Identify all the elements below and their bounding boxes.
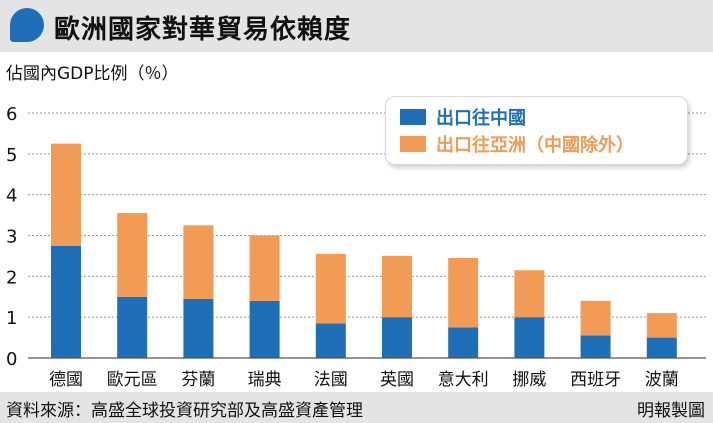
bar-segment	[514, 270, 545, 318]
x-tick-label: 芬蘭	[181, 370, 215, 390]
bar-segment	[646, 337, 677, 358]
bar-segment	[448, 327, 479, 358]
bar-segment	[382, 255, 412, 318]
speech-bubble-icon	[10, 8, 44, 42]
bar-segment	[249, 300, 280, 358]
y-tick-label: 6	[6, 104, 17, 125]
legend-swatch-asia	[400, 136, 426, 152]
x-tick-label: 瑞典	[248, 370, 282, 390]
source-note: 資料來源：高盛全球投資研究部及高盛資產管理	[6, 401, 363, 421]
bar-segment	[51, 143, 81, 246]
x-tick-label: 挪威	[512, 370, 546, 390]
y-tick-label: 0	[6, 349, 17, 370]
bar-segment	[315, 323, 346, 358]
legend-swatch-china	[400, 109, 426, 125]
y-tick-label: 5	[6, 145, 17, 166]
footer-bar: 資料來源：高盛全球投資研究部及高盛資產管理 明報製圖	[0, 392, 713, 423]
x-tick-label: 意大利	[438, 370, 489, 390]
y-tick-label: 3	[6, 227, 17, 248]
bar-segment	[51, 245, 81, 358]
bar-segment	[117, 213, 148, 297]
legend-item-china: 出口往中國	[400, 106, 526, 129]
header-bar: 歐洲國家對華貿易依賴度	[0, 0, 713, 52]
y-tick-label: 1	[6, 308, 17, 329]
bar-segment	[580, 300, 611, 336]
credit-label: 明報製圖	[637, 401, 705, 421]
bar-segment	[117, 296, 148, 358]
y-tick-label: 2	[6, 267, 17, 288]
bar-segment	[514, 317, 545, 358]
x-tick-label: 歐元區	[107, 370, 158, 390]
x-tick-label: 西班牙	[570, 370, 621, 390]
x-tick-label: 法國	[314, 370, 348, 390]
bar-segment	[580, 335, 611, 358]
x-tick-label: 英國	[380, 370, 414, 390]
bar-segment	[448, 257, 479, 328]
bar-segment	[183, 298, 214, 358]
legend-label-china: 出口往中國	[436, 108, 526, 129]
bar-segment	[646, 313, 677, 338]
x-tick-label: 波蘭	[645, 370, 679, 390]
bar-segment	[315, 253, 346, 324]
bar-segment	[382, 317, 412, 358]
chart-legend: 出口往中國 出口往亞洲（中國除外）	[385, 96, 688, 165]
legend-label-asia: 出口往亞洲（中國除外）	[436, 135, 634, 156]
bar-segment	[249, 235, 280, 301]
x-tick-label: 德國	[49, 370, 83, 390]
legend-item-asia: 出口往亞洲（中國除外）	[400, 133, 634, 156]
page-title: 歐洲國家對華貿易依賴度	[54, 15, 352, 45]
bar-segment	[183, 225, 214, 299]
y-axis-label: 佔國內GDP比例（％）	[6, 64, 179, 84]
y-tick-label: 4	[6, 186, 17, 207]
